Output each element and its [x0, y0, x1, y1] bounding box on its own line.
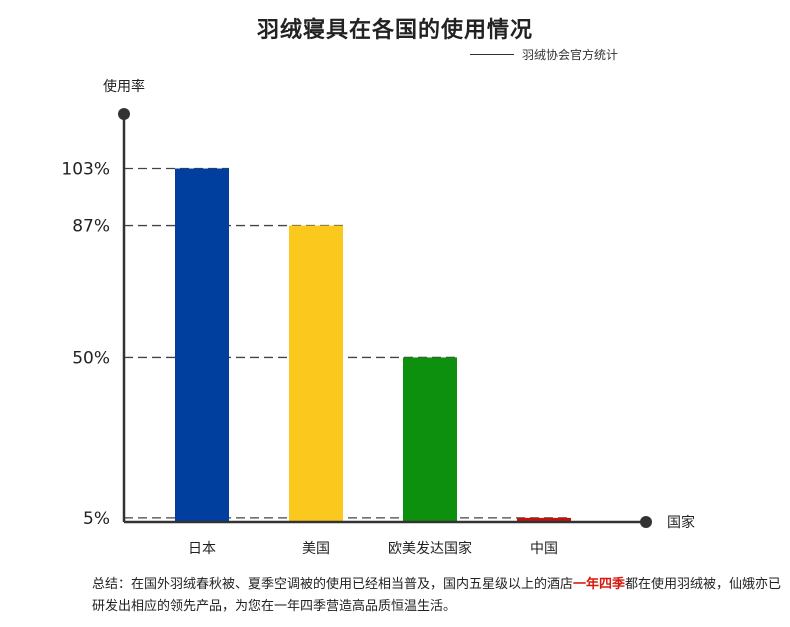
bar-3: [403, 357, 457, 522]
value-label: 87%: [72, 217, 110, 237]
x-axis-label: 国家: [667, 514, 695, 531]
chart-title: 羽绒寝具在各国的使用情况: [256, 18, 533, 43]
summary-prefix: 总结：在国外羽绒春秋被、夏季空调被的使用已经相当普及，国内五星级以上的酒店: [92, 577, 574, 592]
value-label: 5%: [83, 509, 110, 529]
category-label: 中国: [530, 541, 558, 557]
subtitle-text: 羽绒协会官方统计: [522, 48, 619, 62]
chart-subtitle: 羽绒协会官方统计: [470, 46, 618, 63]
category-label: 美国: [302, 541, 330, 557]
summary-highlight: 一年四季: [573, 577, 626, 592]
bar-1: [175, 168, 229, 522]
value-label: 103%: [61, 160, 110, 180]
summary-suffix: 都在使用羽绒被，仙娥亦已研发出相应的领先产品，为您在一年四季营造高品质恒温生活。: [92, 577, 782, 614]
bar-2: [289, 225, 343, 523]
category-label: 欧美发达国家: [388, 540, 472, 557]
subtitle-dash: [470, 54, 514, 55]
category-label: 日本: [188, 541, 216, 557]
x-axis-end-dot: [640, 516, 652, 528]
y-axis-end-dot: [118, 108, 130, 120]
value-label: 50%: [72, 348, 110, 368]
y-axis-label: 使用率: [103, 78, 145, 95]
bar-4: [517, 517, 571, 522]
summary-text: 总结：在国外羽绒春秋被、夏季空调被的使用已经相当普及，国内五星级以上的酒店一年四…: [92, 574, 782, 618]
